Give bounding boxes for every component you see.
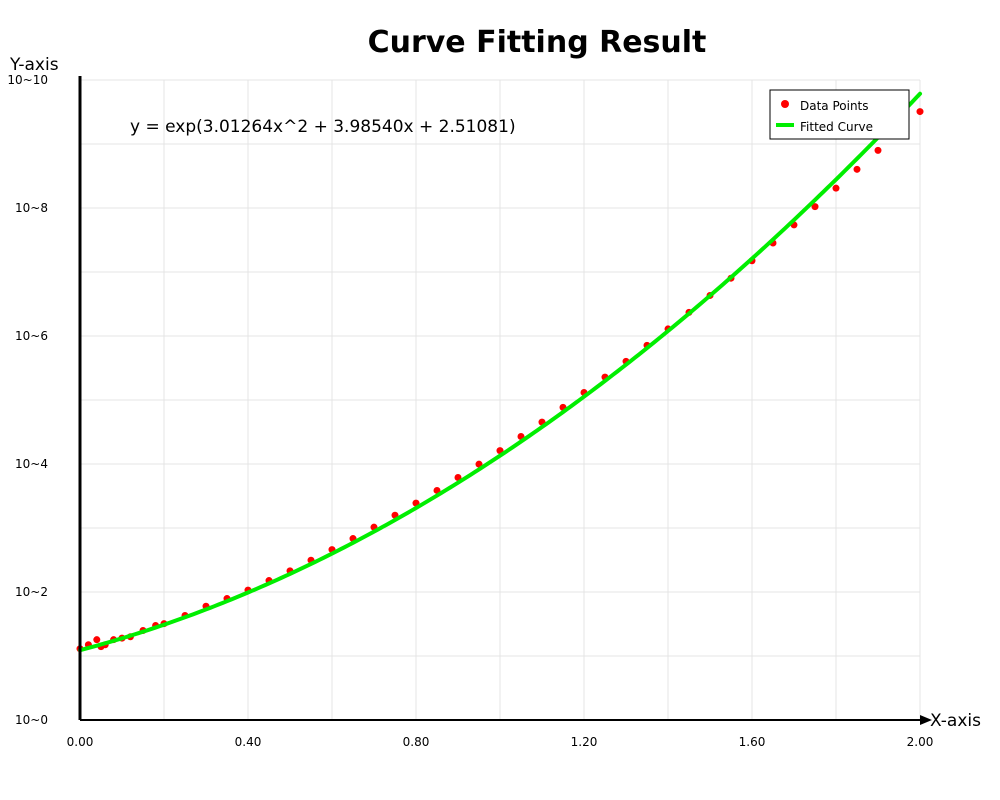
legend: Data Points Fitted Curve: [769, 89, 910, 140]
x-tick-label: 0.40: [235, 735, 262, 749]
x-axis-arrow: [920, 715, 932, 725]
data-point: [874, 146, 882, 154]
chart-title: Curve Fitting Result: [368, 25, 707, 60]
data-point: [93, 636, 101, 644]
series-layer: [76, 91, 924, 653]
y-tick-label: 10~6: [15, 329, 48, 343]
x-tick-label: 2.00: [907, 735, 934, 749]
legend-data-points-label: Data Points: [800, 99, 869, 113]
y-tick-label: 10~2: [15, 585, 48, 599]
x-tick-label: 1.60: [739, 735, 766, 749]
y-axis-title: Y-axis: [9, 55, 59, 75]
fit-equation-annotation: y = exp(3.01264x^2 + 3.98540x + 2.51081): [130, 117, 516, 137]
axes: [78, 76, 932, 725]
data-point: [832, 184, 840, 192]
x-axis-title: X-axis: [930, 711, 981, 731]
data-point: [811, 203, 819, 211]
x-tick-label: 0.80: [403, 735, 430, 749]
y-tick-label: 10~8: [15, 201, 48, 215]
fitted-curve-line: [78, 91, 922, 653]
data-point: [853, 165, 861, 173]
legend-fitted-curve-label: Fitted Curve: [800, 120, 873, 134]
y-tick-label: 10~4: [15, 457, 48, 471]
legend-data-points-marker: [781, 100, 789, 108]
x-tick-label: 1.20: [571, 735, 598, 749]
data-point: [916, 108, 924, 116]
y-tick-label: 10~10: [7, 73, 48, 87]
x-tick-label: 0.00: [67, 735, 94, 749]
tick-labels: 0.00 0.40 0.80 1.20 1.60 2.00 10~0 10~2 10~4 10~6…: [7, 73, 933, 749]
y-tick-label: 10~0: [15, 713, 48, 727]
legend-box: [769, 89, 910, 140]
grid: [80, 79, 921, 720]
